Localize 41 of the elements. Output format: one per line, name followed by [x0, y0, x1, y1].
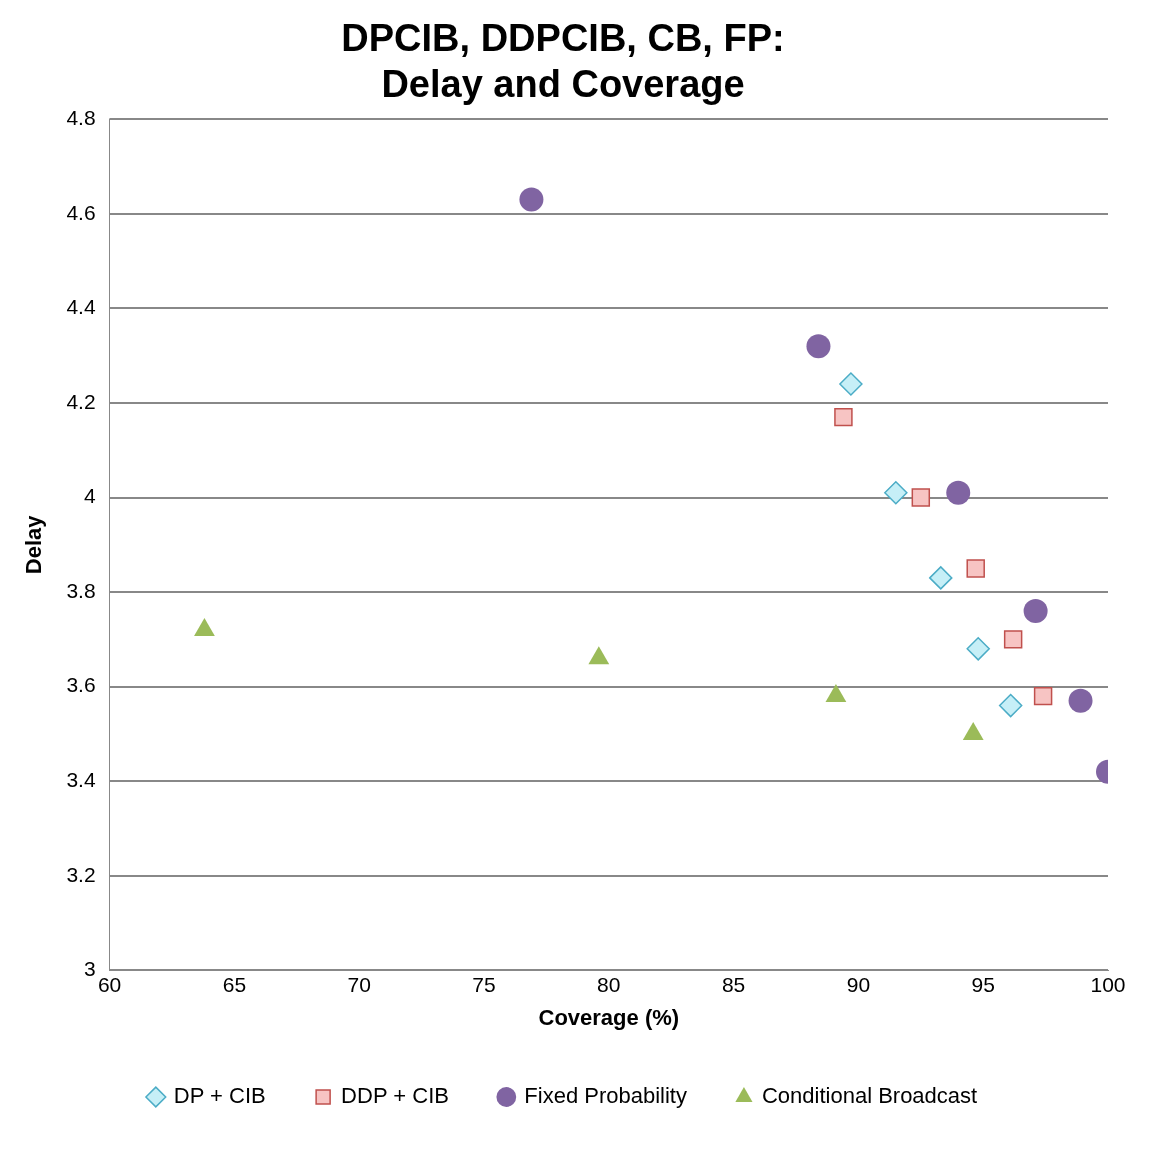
point [519, 187, 544, 212]
y-tick-label: 4 [83, 484, 96, 508]
x-tick-label: 85 [721, 972, 746, 996]
point [1003, 630, 1023, 649]
point [1033, 686, 1053, 706]
point [946, 480, 971, 505]
y-tick-label: 3.2 [66, 862, 96, 886]
legend-label: Fixed Probability [524, 1083, 687, 1109]
x-tick-label: 65 [222, 972, 247, 996]
x-tick-label: 95 [971, 972, 995, 996]
point [966, 637, 990, 661]
point [1068, 688, 1093, 713]
legend-label: Conditional Broadcast [761, 1083, 978, 1109]
x-tick-label: 100 [1090, 972, 1126, 996]
chart-title: DPCIB, DDPCIB, CB, FP: Delay and Coverage [341, 17, 785, 105]
point [1023, 599, 1048, 623]
y-axis-title: Delay [21, 514, 47, 575]
y-tick-label: 4.4 [66, 295, 96, 319]
y-tick-label: 3.8 [66, 578, 96, 602]
point [884, 481, 908, 505]
y-tick-label: 3 [83, 957, 96, 981]
y-tick-label: 4.2 [66, 389, 96, 413]
y-tick-label: 3.4 [66, 768, 96, 792]
point [806, 334, 831, 359]
point [929, 566, 953, 590]
x-tick-label: 60 [97, 972, 122, 996]
x-tick-label: 75 [472, 972, 496, 996]
x-tick-label: 80 [597, 972, 621, 996]
legend-label: DDP + CIB [341, 1083, 449, 1109]
point [998, 693, 1023, 718]
point [911, 488, 931, 507]
point [834, 407, 853, 427]
point [966, 559, 985, 578]
x-tick-label: 70 [347, 972, 371, 996]
y-tick-label: 4.6 [66, 200, 96, 224]
x-axis-title: Coverage (%) [538, 1004, 680, 1030]
point [839, 372, 863, 396]
y-tick-label: 4.8 [66, 106, 96, 129]
x-tick-label: 90 [846, 972, 871, 996]
y-tick-label: 3.6 [66, 673, 96, 697]
legend-label: DP + CIB [173, 1083, 266, 1109]
